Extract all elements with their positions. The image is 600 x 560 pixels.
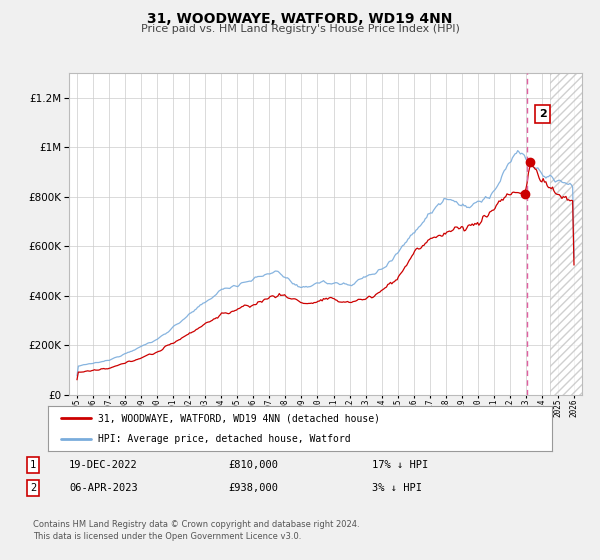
- Text: Price paid vs. HM Land Registry's House Price Index (HPI): Price paid vs. HM Land Registry's House …: [140, 24, 460, 34]
- Text: 31, WOODWAYE, WATFORD, WD19 4NN: 31, WOODWAYE, WATFORD, WD19 4NN: [148, 12, 452, 26]
- Text: 31, WOODWAYE, WATFORD, WD19 4NN (detached house): 31, WOODWAYE, WATFORD, WD19 4NN (detache…: [98, 413, 380, 423]
- Text: 2: 2: [30, 483, 36, 493]
- Text: £938,000: £938,000: [228, 483, 278, 493]
- Text: 2: 2: [539, 109, 547, 119]
- Bar: [550, 73, 598, 395]
- Text: HPI: Average price, detached house, Watford: HPI: Average price, detached house, Watf…: [98, 433, 351, 444]
- Bar: [550, 73, 598, 395]
- Text: £810,000: £810,000: [228, 460, 278, 470]
- Text: 17% ↓ HPI: 17% ↓ HPI: [372, 460, 428, 470]
- Text: 06-APR-2023: 06-APR-2023: [69, 483, 138, 493]
- Text: This data is licensed under the Open Government Licence v3.0.: This data is licensed under the Open Gov…: [33, 532, 301, 541]
- Text: Contains HM Land Registry data © Crown copyright and database right 2024.: Contains HM Land Registry data © Crown c…: [33, 520, 359, 529]
- Text: 1: 1: [30, 460, 36, 470]
- Text: 3% ↓ HPI: 3% ↓ HPI: [372, 483, 422, 493]
- Text: 19-DEC-2022: 19-DEC-2022: [69, 460, 138, 470]
